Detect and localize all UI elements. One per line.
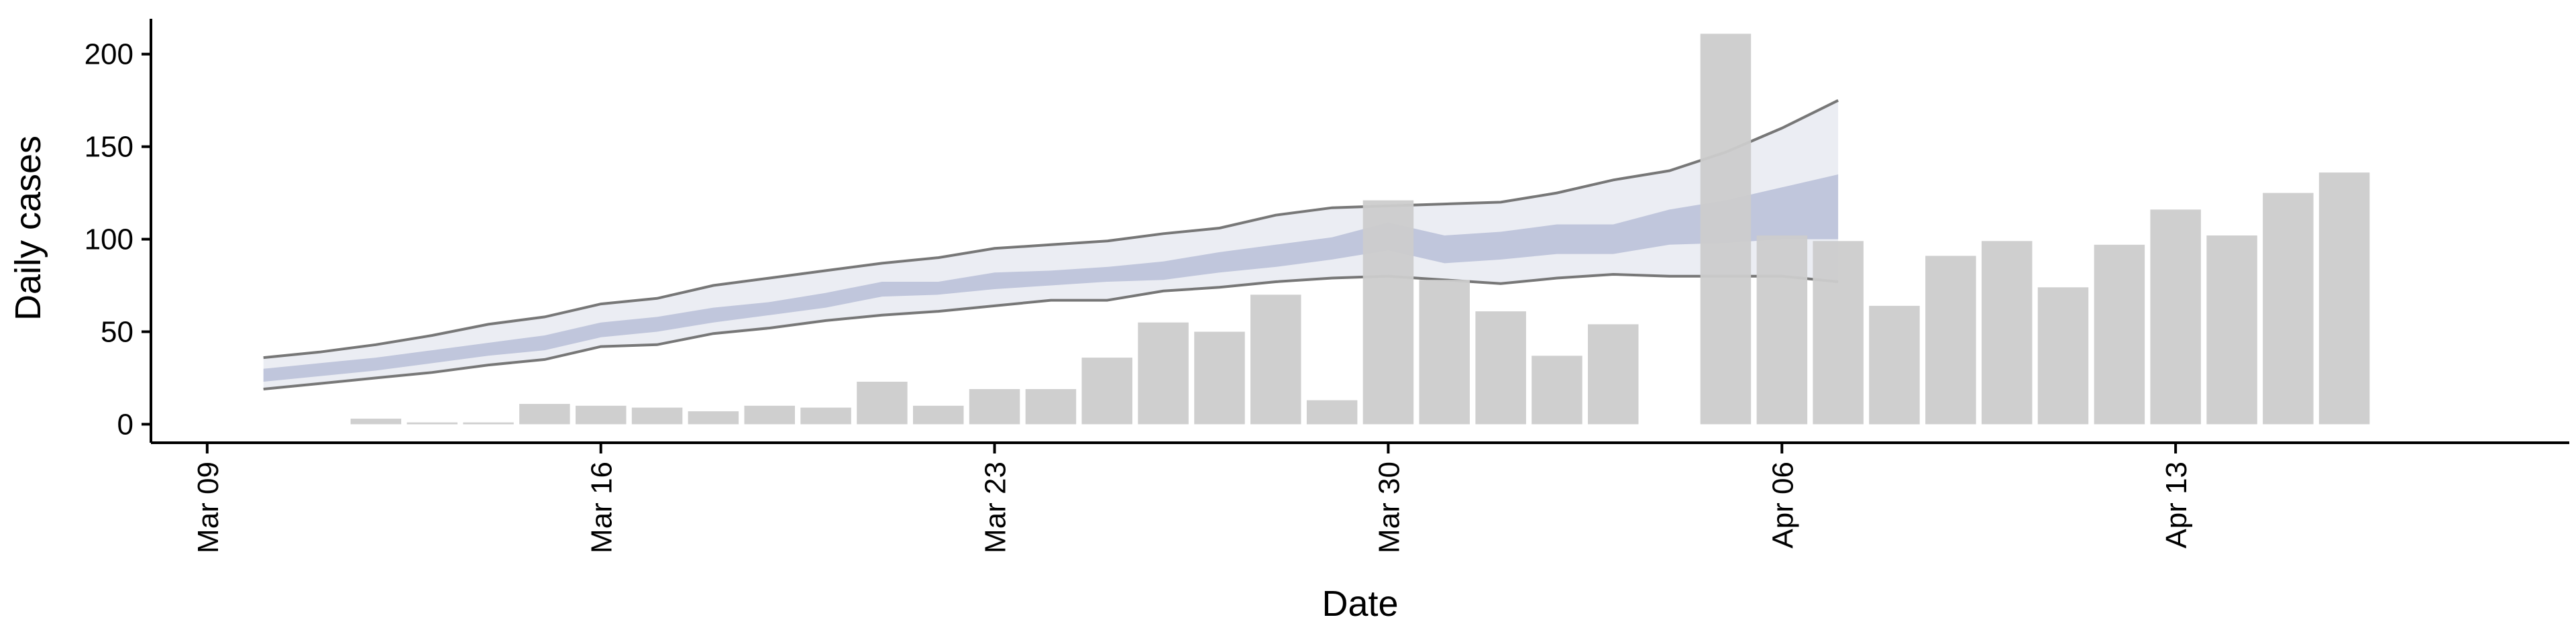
bar-layer [350, 34, 2370, 425]
y-tick-label-150: 150 [85, 131, 133, 164]
bar-2020-04-05 [1700, 34, 1752, 425]
bar-2020-03-21 [857, 382, 908, 425]
axes: Mar 09 Mar 16 Mar 23 Mar 30 Apr 06 Apr 13 0 50… [85, 19, 2569, 553]
bar-2020-04-14 [2206, 235, 2257, 425]
x-tick-label-5: Apr 13 [2160, 462, 2193, 549]
bar-2020-03-20 [800, 407, 851, 425]
bar-2020-03-14 [463, 422, 514, 425]
model-band-inner [263, 174, 1839, 382]
bar-2020-03-18 [688, 411, 739, 425]
bar-2020-04-06 [1756, 235, 1808, 425]
model-band-layer [263, 99, 1839, 390]
bar-2020-04-07 [1813, 241, 1864, 425]
y-axis-ticks: 0 50 100 150 200 [85, 38, 151, 441]
bar-2020-04-09 [1925, 256, 1976, 425]
bar-2020-04-08 [1869, 305, 1920, 425]
bar-2020-04-03 [1588, 324, 1639, 425]
bar-2020-03-23 [969, 389, 1020, 425]
model-band-upper-line [263, 99, 1839, 360]
bar-2020-04-10 [1981, 241, 2033, 425]
bar-2020-03-13 [407, 422, 458, 425]
x-tick-label-4: Apr 06 [1766, 462, 1799, 549]
x-tick-label-0: Mar 09 [192, 462, 225, 553]
x-tick-label-3: Mar 30 [1373, 462, 1405, 553]
bar-2020-03-24 [1025, 389, 1077, 425]
bar-2020-03-28 [1250, 294, 1301, 425]
y-axis-title: Daily cases [8, 136, 48, 321]
bar-2020-03-25 [1081, 358, 1132, 425]
bar-2020-04-16 [2318, 172, 2370, 425]
x-tick-label-2: Mar 23 [979, 462, 1012, 553]
y-tick-label-100: 100 [85, 223, 133, 256]
bar-2020-03-26 [1138, 322, 1189, 425]
bar-2020-03-19 [744, 405, 795, 425]
bar-2020-03-22 [913, 405, 964, 425]
bar-2020-04-11 [2037, 287, 2089, 425]
x-tick-label-1: Mar 16 [586, 462, 619, 553]
bar-2020-03-12 [350, 419, 402, 425]
bar-2020-04-12 [2094, 244, 2145, 425]
bar-2020-03-27 [1194, 331, 1245, 425]
y-tick-label-50: 50 [101, 315, 133, 348]
bar-2020-04-15 [2263, 193, 2314, 425]
bar-2020-03-17 [631, 407, 683, 425]
bar-2020-03-30 [1362, 200, 1414, 425]
bar-2020-04-01 [1475, 311, 1526, 425]
y-tick-label-0: 0 [117, 408, 133, 441]
y-tick-label-200: 200 [85, 38, 133, 71]
x-axis-title: Date [1322, 584, 1398, 624]
bar-2020-04-13 [2150, 209, 2201, 425]
bar-2020-03-29 [1306, 400, 1358, 425]
bar-2020-04-02 [1532, 356, 1582, 425]
bar-2020-03-31 [1419, 280, 1470, 425]
model-band-lower-line [263, 272, 1839, 390]
x-axis-ticks: Mar 09 Mar 16 Mar 23 Mar 30 Apr 06 Apr 13 [192, 443, 2193, 553]
bar-2020-03-16 [576, 405, 627, 425]
bar-2020-03-15 [519, 404, 570, 425]
